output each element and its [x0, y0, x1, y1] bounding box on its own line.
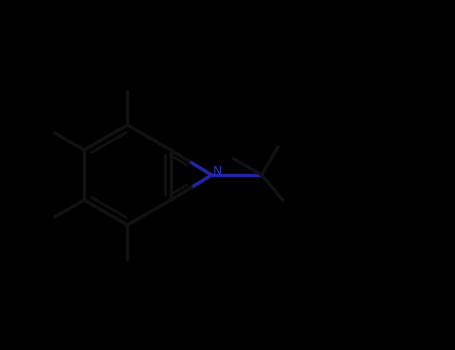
Text: N: N	[212, 165, 222, 178]
